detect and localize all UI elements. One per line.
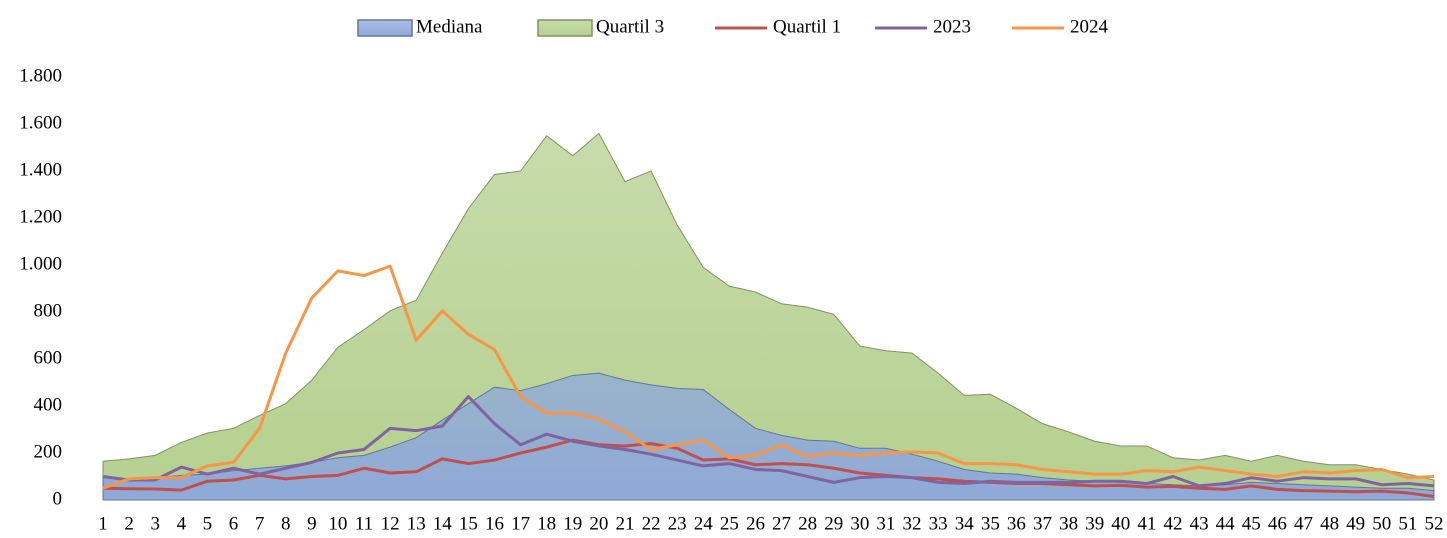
legend-label: 2024 [1070, 16, 1109, 37]
line [102, 264, 1435, 490]
x-tick-label: 40 [1111, 513, 1130, 534]
x-tick-label: 5 [203, 513, 213, 534]
x-tick-label: 36 [1007, 513, 1026, 534]
x-tick-label: 13 [407, 513, 426, 534]
x-tick-label: 42 [1163, 513, 1182, 534]
x-tick-label: 24 [694, 513, 714, 534]
x-tick-label: 31 [876, 513, 895, 534]
x-tick-label: 43 [1190, 513, 1209, 534]
y-tick-label: 1.000 [19, 253, 62, 274]
x-tick-label: 7 [255, 513, 265, 534]
legend-label: Quartil 3 [596, 16, 664, 37]
x-tick-label: 44 [1216, 513, 1236, 534]
x-tick-label: 16 [485, 513, 504, 534]
x-tick-label: 50 [1372, 513, 1391, 534]
x-tick-label: 33 [929, 513, 948, 534]
y-tick-label: 400 [34, 394, 63, 415]
x-tick-label: 19 [563, 513, 582, 534]
x-tick-label: 49 [1346, 513, 1365, 534]
x-tick-label: 18 [537, 513, 556, 534]
x-tick-label: 35 [981, 513, 1000, 534]
x-tick-label: 2 [124, 513, 134, 534]
x-tick-label: 17 [511, 513, 530, 534]
y-tick-label: 1.200 [19, 206, 62, 227]
x-tick-label: 1 [98, 513, 108, 534]
x-tick-label: 30 [850, 513, 869, 534]
x-tick-label: 52 [1424, 513, 1443, 534]
x-tick-label: 51 [1398, 513, 1417, 534]
x-tick-label: 28 [798, 513, 817, 534]
x-tick-label: 46 [1268, 513, 1287, 534]
legend-label: 2023 [933, 16, 971, 37]
y-tick-label: 0 [53, 488, 63, 509]
x-tick-label: 8 [281, 513, 291, 534]
y-tick-label: 200 [34, 441, 63, 462]
x-tick-label: 10 [328, 513, 347, 534]
x-tick-label: 38 [1059, 513, 1078, 534]
y-tick-label: 800 [34, 300, 63, 321]
x-tick-label: 12 [381, 513, 400, 534]
y-tick-label: 1.600 [19, 112, 62, 133]
x-tick-label: 3 [150, 513, 160, 534]
legend-swatch [357, 19, 413, 37]
x-tick-label: 22 [642, 513, 661, 534]
x-tick-label: 26 [746, 513, 765, 534]
legend-swatch [537, 19, 593, 37]
x-tick-label: 14 [433, 513, 453, 534]
line [102, 395, 1435, 488]
x-tick-label: 21 [615, 513, 634, 534]
y-tick-label: 1.400 [19, 159, 62, 180]
x-tick-label: 45 [1242, 513, 1261, 534]
x-tick-label: 9 [307, 513, 317, 534]
legend-label: Quartil 1 [773, 16, 841, 37]
y-tick-label: 600 [34, 347, 63, 368]
x-tick-label: 4 [177, 513, 187, 534]
x-tick-label: 41 [1137, 513, 1156, 534]
x-tick-label: 37 [1033, 513, 1052, 534]
x-tick-label: 25 [720, 513, 739, 534]
legend-label: Mediana [416, 16, 483, 37]
x-tick-label: 47 [1294, 513, 1313, 534]
x-tick-label: 6 [229, 513, 239, 534]
x-tick-label: 32 [903, 513, 922, 534]
x-tick-label: 39 [1085, 513, 1104, 534]
area [102, 132, 1435, 501]
line [103, 438, 1435, 498]
y-tick-label: 1.800 [19, 65, 62, 86]
x-tick-label: 23 [668, 513, 687, 534]
x-tick-label: 15 [459, 513, 478, 534]
x-tick-label: 34 [955, 513, 975, 534]
x-tick-label: 11 [355, 513, 373, 534]
x-tick-label: 27 [772, 513, 791, 534]
x-tick-label: 48 [1320, 513, 1339, 534]
x-tick-label: 29 [824, 513, 843, 534]
x-tick-label: 20 [589, 513, 608, 534]
